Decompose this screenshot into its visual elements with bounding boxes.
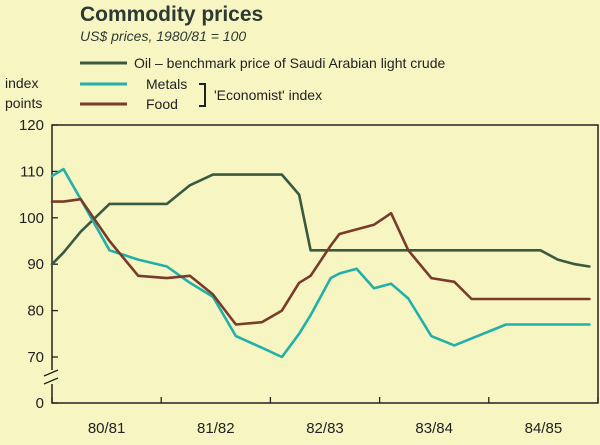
- legend-label-oil: Oil – benchmark price of Saudi Arabian l…: [134, 55, 445, 71]
- series-line-food: [50, 197, 591, 326]
- y-tick-label: 110: [20, 163, 44, 180]
- y-tick-label: 80: [27, 303, 44, 320]
- x-tick-label: 84/85: [525, 420, 563, 437]
- x-tick-label: 82/83: [306, 420, 344, 437]
- x-tick-label: 83/84: [415, 420, 453, 437]
- y-tick-label: 100: [19, 210, 44, 227]
- y-axis-label-line1: index: [5, 75, 38, 91]
- series-line-metals: [50, 167, 591, 359]
- legend-label-metals: Metals: [146, 76, 187, 92]
- chart-title: Commodity prices: [80, 3, 263, 26]
- x-tick-label: 80/81: [88, 420, 126, 437]
- plot-area: [51, 124, 599, 404]
- y-tick-label: 0: [36, 395, 44, 412]
- axis-break: [43, 369, 59, 385]
- series-line-oil: [50, 173, 591, 268]
- legend-label-food: Food: [146, 96, 178, 112]
- legend-bracket-label: 'Economist' index: [214, 87, 322, 103]
- x-tick-label: 81/82: [197, 420, 235, 437]
- y-tick-label: 120: [19, 117, 44, 134]
- chart-subtitle: US$ prices, 1980/81 = 100: [80, 28, 246, 44]
- legend-bracket: [199, 83, 206, 107]
- y-tick-label: 90: [27, 256, 44, 273]
- y-axis-label-line2: points: [5, 95, 42, 111]
- y-tick-label: 70: [27, 349, 44, 366]
